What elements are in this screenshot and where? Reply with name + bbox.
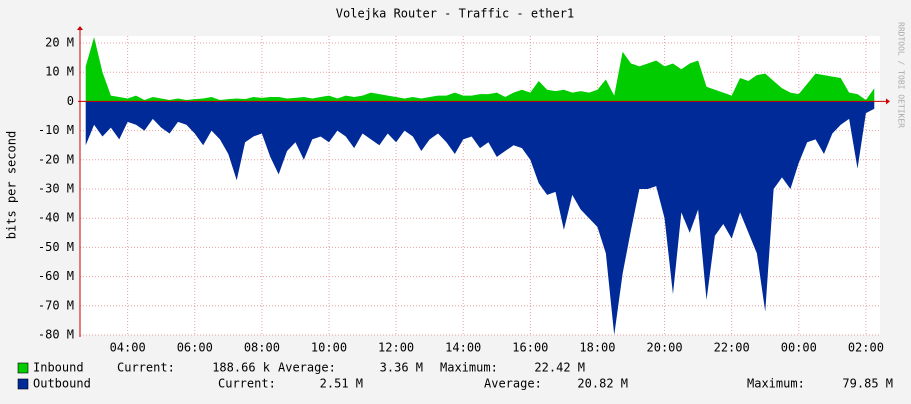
x-tick-label: 14:00 — [445, 341, 481, 355]
legend-stat-label: Maximum: — [747, 377, 805, 391]
y-tick-label: -70 M — [38, 298, 74, 312]
legend-stat-label: Average: — [278, 361, 336, 375]
x-tick-label: 04:00 — [110, 341, 146, 355]
y-tick-label: 0 — [67, 94, 74, 108]
x-tick-label: 06:00 — [177, 341, 213, 355]
legend-swatch — [17, 378, 29, 390]
y-tick-label: -50 M — [38, 240, 74, 254]
y-tick-label: 10 M — [45, 65, 74, 79]
chart-title: Volejka Router - Traffic - ether1 — [336, 7, 574, 21]
legend-stat-value: 2.51 M — [320, 377, 363, 391]
x-tick-label: 20:00 — [647, 341, 683, 355]
legend-stat-value: 22.42 M — [534, 361, 585, 375]
y-tick-label: -80 M — [38, 328, 74, 342]
legend-label: Outbound — [33, 377, 91, 391]
x-tick-label: 22:00 — [714, 341, 750, 355]
y-tick-label: -40 M — [38, 211, 74, 225]
axis-arrow — [77, 26, 83, 30]
legend-stat-label: Maximum: — [440, 361, 498, 375]
area — [85, 101, 875, 335]
legend-label: Inbound — [33, 361, 84, 375]
x-tick-label: 18:00 — [579, 341, 615, 355]
y-axis-label: bits per second — [5, 131, 19, 239]
legend-stat-value: 3.36 M — [380, 361, 423, 375]
legend-stat-label: Current: — [218, 377, 276, 391]
y-tick-label: 20 M — [45, 36, 74, 50]
y-tick-label: -20 M — [38, 152, 74, 166]
y-tick-label: -30 M — [38, 182, 74, 196]
x-tick-label: 10:00 — [311, 341, 347, 355]
axis-arrow — [886, 98, 890, 105]
legend-stat-label: Current: — [117, 361, 175, 375]
watermark: RRDTOOL / TOBI OETIKER — [897, 22, 906, 128]
legend-swatch — [17, 362, 29, 374]
legend-stat-label: Average: — [484, 377, 542, 391]
legend-stat-value: 79.85 M — [842, 377, 893, 391]
x-tick-label: 16:00 — [512, 341, 548, 355]
x-tick-label: 12:00 — [378, 341, 414, 355]
area — [85, 37, 875, 102]
x-tick-label: 00:00 — [781, 341, 817, 355]
legend-stat-value: 20.82 M — [577, 377, 628, 391]
x-tick-label: 08:00 — [244, 341, 280, 355]
y-tick-label: -10 M — [38, 123, 74, 137]
legend-stat-value: 188.66 k — [212, 361, 271, 375]
x-tick-label: 02:00 — [848, 341, 884, 355]
y-tick-label: -60 M — [38, 269, 74, 283]
